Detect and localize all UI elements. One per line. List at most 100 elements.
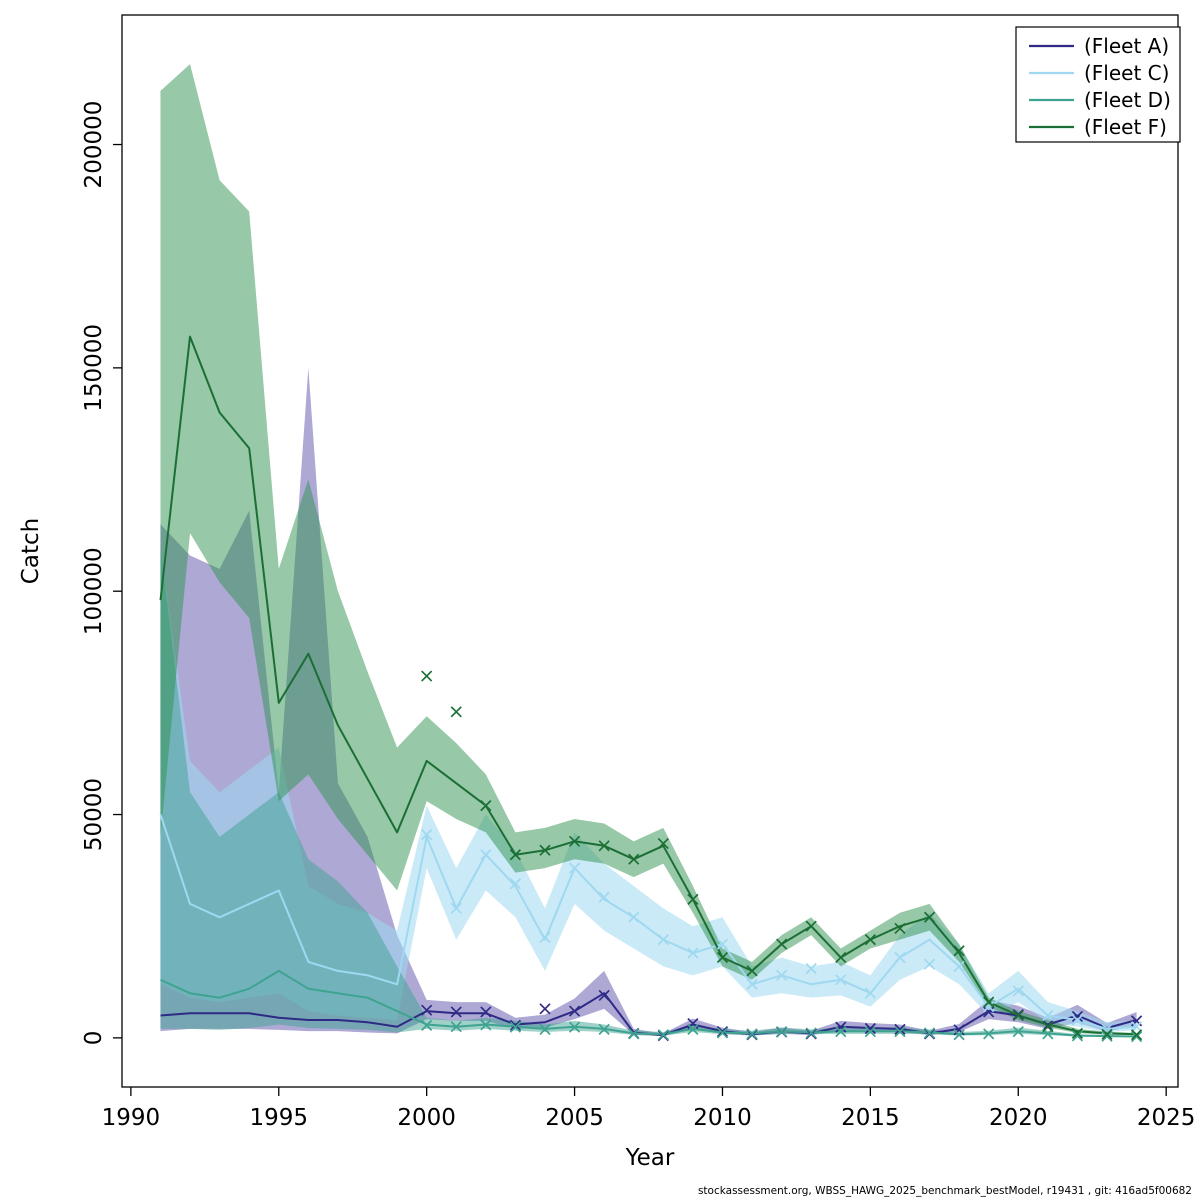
obs-marker-fleet-d [894,1026,906,1038]
obs-marker-fleet-c [716,938,729,950]
obs-marker-fleet-a [480,1006,492,1018]
obs-marker-fleet-c [953,960,965,973]
obs-marker-fleet-d [539,1023,551,1035]
obs-marker-fleet-c [687,947,699,959]
obs-marker-fleet-a [716,1026,729,1038]
obs-marker-fleet-f [716,951,729,964]
obs-marker-fleet-d [628,1028,640,1040]
obs-marker-fleet-f [1130,1029,1143,1041]
obs-marker-fleet-a [1071,1010,1084,1023]
x-axis-title: Year [625,1145,675,1171]
x-tick-label: 1995 [249,1105,308,1131]
obs-marker-fleet-d [598,1023,610,1035]
obs-marker-fleet-a [953,1024,965,1036]
obs-marker-fleet-a [539,1003,551,1015]
obs-marker-fleet-f [1042,1021,1054,1033]
obs-marker-fleet-c [598,891,610,903]
legend-label-fleet-d: (Fleet D) [1084,88,1171,112]
obs-marker-fleet-f [746,965,758,977]
obs-marker-fleet-f [421,670,433,682]
obs-marker-fleet-c [805,963,817,975]
obs-marker-fleet-c [568,862,581,874]
obs-marker-fleet-c [421,829,433,841]
y-tick-label: 100000 [81,547,107,635]
obs-marker-fleet-f [923,911,936,923]
obs-marker-fleet-f [864,933,876,946]
obs-marker-fleet-d [687,1023,699,1035]
obs-marker-fleet-d [657,1029,669,1041]
obs-marker-fleet-a [1042,1019,1054,1031]
confidence-band-fleet-c [160,546,1137,1033]
fitted-line-fleet-d [160,969,1137,1038]
obs-marker-fleet-d [1130,1031,1143,1043]
obs-marker-fleet-c [983,1000,995,1013]
obs-marker-fleet-c [657,933,669,946]
obs-marker-fleet-d [953,1029,965,1041]
obs-marker-fleet-d [1071,1030,1084,1042]
plot-border [121,14,1179,1088]
obs-marker-fleet-c [1130,1021,1143,1033]
obs-marker-fleet-c [1012,985,1024,997]
x-tick-label: 2025 [1137,1105,1196,1131]
obs-marker-fleet-f [894,922,906,935]
obs-marker-fleet-d [923,1027,936,1039]
x-tick-label: 2015 [841,1105,900,1131]
legend-label-fleet-f: (Fleet F) [1084,115,1167,139]
x-tick-label: 2020 [989,1105,1048,1131]
obs-marker-fleet-d [421,1019,433,1031]
obs-marker-fleet-f [1101,1028,1113,1040]
obs-marker-fleet-d [1101,1030,1113,1042]
obs-marker-fleet-c [923,958,936,970]
x-tick-label: 2000 [397,1105,456,1131]
x-tick-label: 1990 [102,1105,161,1131]
obs-marker-fleet-c [628,911,640,923]
confidence-band-fleet-f [160,64,1137,1036]
obs-marker-fleet-c [864,987,876,999]
legend-label-fleet-c: (Fleet C) [1084,61,1169,85]
obs-marker-fleet-f [835,951,847,964]
obs-marker-fleet-f [657,837,669,850]
y-tick-label: 50000 [81,778,107,851]
y-tick-label: 150000 [81,324,107,412]
obs-marker-fleet-c [894,951,906,964]
obs-marker-fleet-f [1012,1009,1024,1022]
obs-marker-fleet-f [953,945,965,957]
obs-marker-fleet-a [894,1023,906,1035]
obs-marker-fleet-c [450,902,462,914]
obs-marker-fleet-f [450,706,462,718]
obs-marker-fleet-d [716,1027,729,1039]
legend: (Fleet A) (Fleet C) (Fleet D) (Fleet F) [1015,26,1181,143]
obs-marker-fleet-a [509,1019,522,1031]
obs-marker-fleet-c [539,931,551,943]
obs-marker-fleet-a [450,1006,462,1018]
y-tick-label: 0 [81,1031,107,1046]
legend-label-fleet-a: (Fleet A) [1084,34,1169,58]
obs-marker-fleet-d [450,1021,462,1033]
obs-marker-fleet-d [568,1021,581,1033]
obs-marker-fleet-f [539,844,551,856]
confidence-band-fleet-d [160,546,1137,1038]
obs-marker-fleet-d [864,1026,876,1038]
fitted-line-fleet-f [159,335,1137,1036]
obs-marker-fleet-a [983,1006,995,1018]
obs-marker-fleet-f [776,938,788,950]
obs-marker-fleet-a [864,1022,876,1035]
obs-marker-fleet-a [568,1005,581,1017]
y-axis-title: Catch [18,518,44,584]
obs-marker-fleet-d [805,1027,817,1039]
obs-marker-fleet-d [776,1026,788,1038]
obs-marker-fleet-f [687,893,699,906]
footer-caption: stockassessment.org, WBSS_HAWG_2025_benc… [697,1185,1192,1197]
obs-marker-fleet-c [1042,1009,1054,1022]
obs-marker-fleet-a [835,1021,847,1033]
obs-marker-fleet-d [835,1026,847,1038]
x-tick-label: 2010 [693,1105,752,1131]
fitted-line-fleet-c [159,814,1137,1030]
obs-marker-fleet-f [805,920,817,932]
obs-marker-fleet-d [746,1028,758,1040]
obs-marker-fleet-a [598,989,610,1002]
obs-marker-fleet-f [598,840,610,852]
obs-marker-fleet-c [480,849,492,861]
obs-marker-fleet-d [509,1021,522,1033]
